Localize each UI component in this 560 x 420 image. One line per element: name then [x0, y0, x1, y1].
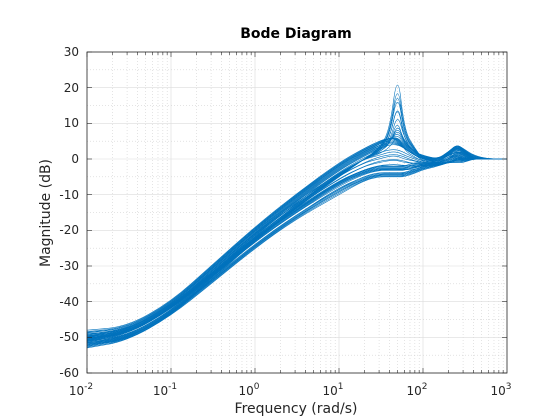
- x-axis-label: Frequency (rad/s): [235, 401, 358, 417]
- x-tick-label: 101: [322, 382, 343, 398]
- y-tick-label: -60: [59, 366, 79, 380]
- y-tick-label: -20: [59, 223, 79, 237]
- y-tick-label: -10: [59, 188, 79, 202]
- x-tick-label: 103: [490, 382, 511, 398]
- bode-magnitude-trace: [86, 125, 507, 342]
- y-tick-label: 30: [64, 45, 79, 59]
- bode-magnitude-trace: [86, 98, 507, 347]
- bode-magnitude-trace: [86, 111, 507, 345]
- bode-magnitude-trace: [86, 151, 507, 338]
- x-tick-labels: 10-2 10-1 100 101 102 103: [69, 382, 512, 398]
- y-tick-label: -50: [59, 330, 79, 344]
- bode-magnitude-trace: [86, 140, 507, 335]
- plot-box: [86, 51, 508, 374]
- traces: [86, 84, 507, 349]
- bode-magnitude-trace: [86, 158, 507, 338]
- x-tick-label: 10-2: [69, 382, 93, 398]
- tick-marks: [86, 51, 507, 374]
- x-tick-label: 10-1: [153, 382, 177, 398]
- y-tick-label: 0: [71, 152, 79, 166]
- y-tick-label: -30: [59, 259, 79, 273]
- bode-magnitude-trace: [86, 156, 507, 342]
- y-tick-label: 10: [64, 116, 79, 130]
- bode-magnitude-trace: [86, 139, 507, 333]
- x-tick-label: 100: [238, 382, 259, 398]
- y-axis-label: Magnitude (dB): [38, 159, 54, 267]
- y-tick-labels: 30 20 10 0 -10 -20 -30 -40 -50 -60: [59, 45, 79, 380]
- y-tick-label: -40: [59, 295, 79, 309]
- x-tick-label: 102: [406, 382, 427, 398]
- y-tick-label: 20: [64, 81, 79, 95]
- bode-magnitude-trace: [86, 158, 507, 336]
- bode-magnitude-trace: [86, 138, 507, 340]
- chart-title: Bode Diagram: [240, 26, 352, 42]
